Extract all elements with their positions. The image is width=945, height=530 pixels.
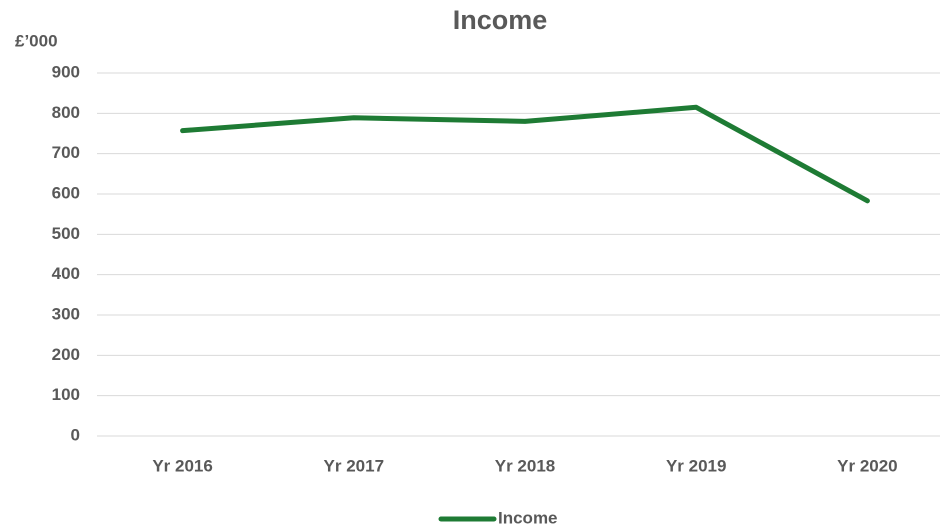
y-tick-label: 400 [52, 264, 80, 283]
x-tick-label: Yr 2020 [837, 456, 898, 475]
x-tick-label: Yr 2019 [666, 456, 727, 475]
legend-label: Income [498, 508, 558, 527]
y-tick-label: 300 [52, 304, 80, 323]
y-tick-label: 200 [52, 345, 80, 364]
x-tick-label: Yr 2016 [152, 456, 213, 475]
y-tick-label: 500 [52, 224, 80, 243]
x-tick-label: Yr 2018 [495, 456, 556, 475]
x-tick-label: Yr 2017 [324, 456, 385, 475]
chart-title: Income [453, 5, 548, 35]
y-tick-label: 600 [52, 183, 80, 202]
y-tick-label: 100 [52, 385, 80, 404]
data-line [180, 104, 870, 204]
y-tick-label: 700 [52, 143, 80, 162]
y-tick-label: 0 [71, 425, 80, 444]
y-tick-label: 800 [52, 103, 80, 122]
y-axis-label: £’000 [15, 31, 58, 50]
y-tick-label: 900 [52, 62, 80, 81]
